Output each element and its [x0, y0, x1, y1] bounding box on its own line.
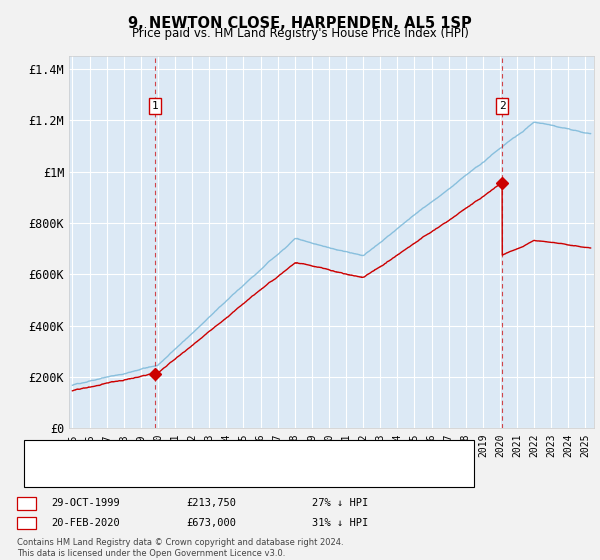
Text: £673,000: £673,000 [186, 518, 236, 528]
Text: HPI: Average price, detached house, St Albans: HPI: Average price, detached house, St A… [66, 472, 308, 482]
Text: 31% ↓ HPI: 31% ↓ HPI [312, 518, 368, 528]
Text: 27% ↓ HPI: 27% ↓ HPI [312, 498, 368, 508]
Text: ———: ——— [33, 452, 56, 465]
Text: 9, NEWTON CLOSE, HARPENDEN, AL5 1SP: 9, NEWTON CLOSE, HARPENDEN, AL5 1SP [128, 16, 472, 31]
Text: 9, NEWTON CLOSE, HARPENDEN, AL5 1SP (detached house): 9, NEWTON CLOSE, HARPENDEN, AL5 1SP (det… [66, 454, 379, 464]
Text: ———: ——— [33, 470, 56, 483]
Text: 2: 2 [499, 101, 506, 111]
Text: £213,750: £213,750 [186, 498, 236, 508]
Text: 1: 1 [23, 498, 29, 508]
Text: 20-FEB-2020: 20-FEB-2020 [51, 518, 120, 528]
Text: Price paid vs. HM Land Registry's House Price Index (HPI): Price paid vs. HM Land Registry's House … [131, 27, 469, 40]
Text: Contains HM Land Registry data © Crown copyright and database right 2024.
This d: Contains HM Land Registry data © Crown c… [17, 538, 343, 558]
Text: 2: 2 [23, 518, 29, 528]
Text: 1: 1 [152, 101, 158, 111]
Text: 29-OCT-1999: 29-OCT-1999 [51, 498, 120, 508]
